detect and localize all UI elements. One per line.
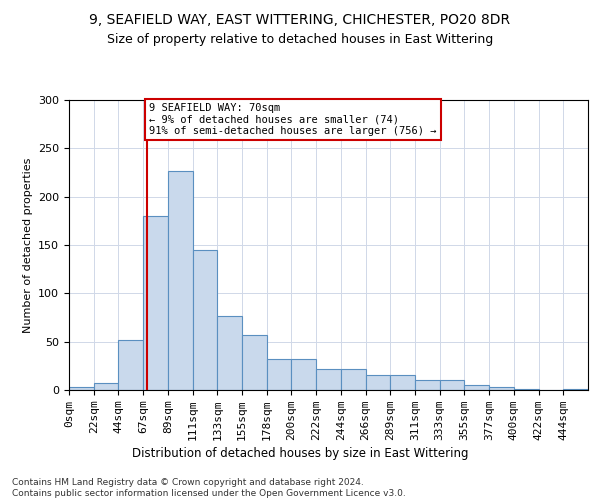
Text: Contains HM Land Registry data © Crown copyright and database right 2024.
Contai: Contains HM Land Registry data © Crown c… <box>12 478 406 498</box>
Bar <box>168 170 193 390</box>
Text: Distribution of detached houses by size in East Wittering: Distribution of detached houses by size … <box>132 448 468 460</box>
Bar <box>94 383 118 390</box>
Y-axis label: Number of detached properties: Number of detached properties <box>23 158 32 332</box>
Text: Size of property relative to detached houses in East Wittering: Size of property relative to detached ho… <box>107 32 493 46</box>
Bar <box>440 380 464 390</box>
Bar <box>489 387 514 390</box>
Bar <box>390 374 415 390</box>
Bar <box>143 216 168 390</box>
Bar <box>415 380 440 390</box>
Bar <box>267 359 292 390</box>
Bar <box>242 335 267 390</box>
Bar <box>563 389 588 390</box>
Bar <box>365 374 390 390</box>
Text: 9 SEAFIELD WAY: 70sqm
← 9% of detached houses are smaller (74)
91% of semi-detac: 9 SEAFIELD WAY: 70sqm ← 9% of detached h… <box>149 103 437 136</box>
Bar <box>464 385 489 390</box>
Bar <box>514 389 539 390</box>
Bar <box>118 340 143 390</box>
Bar <box>193 250 217 390</box>
Bar <box>217 316 242 390</box>
Bar <box>69 387 94 390</box>
Bar <box>316 368 341 390</box>
Text: 9, SEAFIELD WAY, EAST WITTERING, CHICHESTER, PO20 8DR: 9, SEAFIELD WAY, EAST WITTERING, CHICHES… <box>89 12 511 26</box>
Bar <box>341 368 365 390</box>
Bar <box>292 359 316 390</box>
